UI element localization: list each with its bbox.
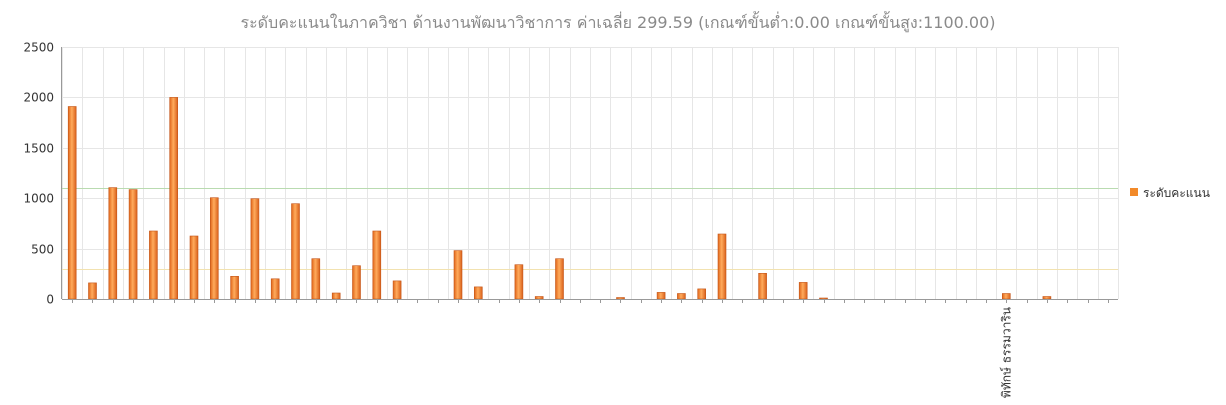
y-tick-label: 500 [31, 243, 54, 257]
bar[interactable] [352, 265, 361, 300]
bar[interactable] [798, 282, 808, 300]
bar[interactable] [230, 275, 239, 300]
bar[interactable] [67, 106, 77, 300]
bar[interactable] [250, 198, 260, 300]
axes [61, 47, 1118, 303]
bar[interactable] [514, 264, 524, 300]
bar[interactable] [88, 282, 97, 300]
bar[interactable] [311, 258, 321, 300]
bar[interactable] [616, 297, 625, 300]
bar[interactable] [210, 197, 219, 300]
bar[interactable] [169, 97, 178, 300]
y-tick-labels: 0 500 1000 1500 2000 2500 [23, 41, 54, 307]
bar[interactable] [270, 278, 280, 300]
bar[interactable] [392, 280, 402, 300]
bar[interactable] [1042, 296, 1052, 300]
legend[interactable]: ระดับคะแนน [1130, 186, 1210, 200]
bar[interactable] [1001, 293, 1011, 300]
bar[interactable] [108, 187, 118, 300]
bar[interactable] [473, 286, 483, 300]
bar[interactable] [128, 189, 138, 300]
bar[interactable] [331, 292, 341, 300]
bars [67, 97, 1052, 300]
bar[interactable] [819, 297, 828, 300]
x-tick-label: พิทักษ์ ธรรมวาริน [999, 307, 1013, 398]
chart-title: ระดับคะแนนในภาควิชา ด้านงานพัฒนาวิชาการ … [240, 13, 996, 32]
bar[interactable] [453, 250, 463, 300]
y-tick-label: 1500 [23, 142, 54, 156]
y-tick-label: 0 [46, 293, 54, 307]
bar[interactable] [656, 292, 666, 300]
legend-swatch [1130, 188, 1138, 196]
legend-label: ระดับคะแนน [1143, 186, 1210, 200]
bar[interactable] [534, 296, 544, 300]
bar[interactable] [291, 203, 300, 300]
bar[interactable] [149, 230, 158, 300]
bar[interactable] [697, 288, 707, 300]
y-tick-label: 2000 [23, 91, 54, 105]
y-tick-label: 1000 [23, 192, 54, 206]
bar[interactable] [189, 235, 199, 300]
bar[interactable] [717, 233, 727, 300]
reference-lines [62, 188, 1118, 270]
x-tick-labels: พิทักษ์ ธรรมวาริน [999, 307, 1013, 398]
bar[interactable] [677, 293, 686, 300]
bar[interactable] [372, 230, 382, 300]
y-tick-label: 2500 [23, 41, 54, 55]
bar[interactable] [555, 258, 564, 300]
bar[interactable] [758, 272, 767, 300]
grid-lines [62, 47, 1119, 300]
